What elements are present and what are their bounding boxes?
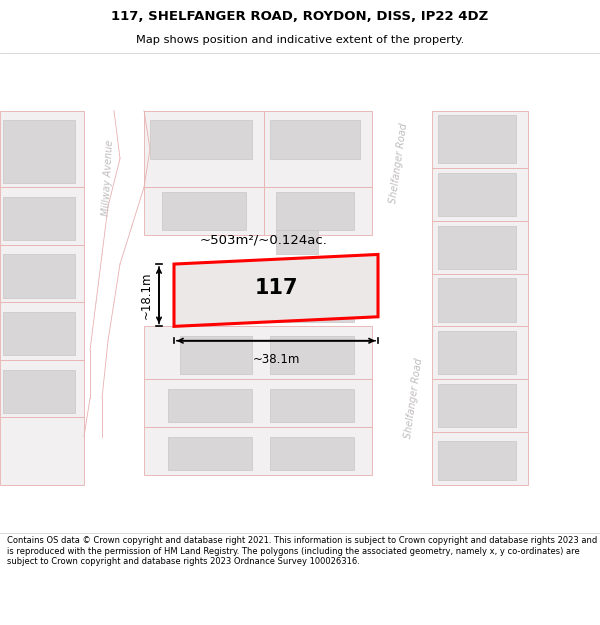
Bar bbox=[3, 369, 75, 413]
Polygon shape bbox=[0, 360, 84, 418]
Bar bbox=[270, 389, 354, 422]
Bar bbox=[438, 116, 516, 163]
Bar bbox=[438, 331, 516, 374]
Polygon shape bbox=[144, 188, 264, 235]
Polygon shape bbox=[264, 188, 372, 235]
Bar bbox=[3, 197, 75, 240]
Bar bbox=[270, 120, 360, 159]
Polygon shape bbox=[144, 379, 372, 427]
Polygon shape bbox=[432, 326, 528, 379]
Polygon shape bbox=[432, 168, 528, 221]
Bar bbox=[270, 437, 354, 470]
Bar bbox=[150, 120, 252, 159]
Text: 117, SHELFANGER ROAD, ROYDON, DISS, IP22 4DZ: 117, SHELFANGER ROAD, ROYDON, DISS, IP22… bbox=[112, 11, 488, 24]
Bar bbox=[3, 254, 75, 298]
Text: Millway Avenue: Millway Avenue bbox=[101, 139, 115, 216]
Text: Shelfanger Road: Shelfanger Road bbox=[388, 122, 410, 204]
Polygon shape bbox=[0, 302, 84, 360]
Polygon shape bbox=[174, 254, 378, 326]
Polygon shape bbox=[378, 53, 468, 532]
Bar bbox=[438, 384, 516, 427]
Bar bbox=[162, 192, 246, 231]
Polygon shape bbox=[144, 326, 372, 379]
Bar bbox=[438, 278, 516, 322]
Bar bbox=[276, 192, 354, 231]
Bar bbox=[3, 312, 75, 355]
Text: ~18.1m: ~18.1m bbox=[140, 271, 153, 319]
Bar bbox=[3, 120, 75, 182]
Polygon shape bbox=[0, 418, 84, 484]
Bar bbox=[438, 226, 516, 269]
Bar bbox=[168, 437, 252, 470]
Bar bbox=[438, 441, 516, 480]
Polygon shape bbox=[0, 188, 84, 245]
Polygon shape bbox=[144, 111, 264, 188]
Polygon shape bbox=[432, 274, 528, 326]
Polygon shape bbox=[432, 111, 528, 168]
Bar bbox=[270, 336, 354, 374]
Bar bbox=[168, 389, 252, 422]
Polygon shape bbox=[264, 111, 372, 188]
Polygon shape bbox=[72, 53, 156, 532]
Bar bbox=[180, 336, 252, 374]
Bar bbox=[276, 231, 318, 254]
Polygon shape bbox=[0, 111, 84, 188]
Polygon shape bbox=[432, 432, 528, 484]
Bar bbox=[180, 269, 252, 322]
Text: 117: 117 bbox=[254, 278, 298, 298]
Polygon shape bbox=[144, 427, 372, 475]
Bar bbox=[0, 53, 600, 111]
Bar bbox=[270, 264, 354, 322]
Bar bbox=[438, 173, 516, 216]
Text: ~503m²/~0.124ac.: ~503m²/~0.124ac. bbox=[200, 234, 328, 247]
Text: Contains OS data © Crown copyright and database right 2021. This information is : Contains OS data © Crown copyright and d… bbox=[7, 536, 598, 566]
Polygon shape bbox=[432, 221, 528, 274]
Text: Map shows position and indicative extent of the property.: Map shows position and indicative extent… bbox=[136, 35, 464, 45]
Text: ~38.1m: ~38.1m bbox=[253, 352, 299, 366]
Text: Shelfanger Road: Shelfanger Road bbox=[403, 357, 425, 439]
Polygon shape bbox=[432, 379, 528, 432]
Polygon shape bbox=[0, 245, 84, 302]
